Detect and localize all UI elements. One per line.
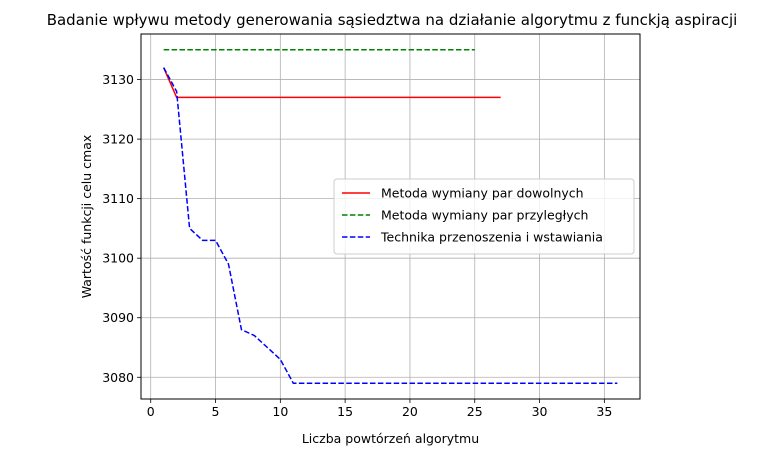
ticks: 0 5 10 15 20 25 30 35 3080 3090 3100 3110 3120 3130 <box>102 72 612 419</box>
x-tick-label: 0 <box>147 404 155 419</box>
y-tick-label: 3080 <box>102 370 134 385</box>
x-tick-label: 30 <box>532 404 548 419</box>
x-tick-label: 35 <box>596 404 612 419</box>
legend-label-2: Metoda wymiany par przyległych <box>381 208 588 223</box>
plot-lines <box>162 49 618 384</box>
y-tick-label: 3120 <box>102 132 134 147</box>
x-tick-label: 5 <box>212 404 220 419</box>
grid <box>141 34 640 399</box>
y-tick-label: 3110 <box>102 191 134 206</box>
series-line-3 <box>163 67 618 384</box>
chart-title: Badanie wpływu metody generowania sąsied… <box>47 11 738 29</box>
x-tick-label: 10 <box>272 404 288 419</box>
x-tick-label: 25 <box>467 404 483 419</box>
y-tick-label: 3130 <box>102 72 134 87</box>
x-tick-label: 15 <box>337 404 353 419</box>
legend-box <box>333 178 635 255</box>
y-axis-label: Wartość funkcji celu cmax <box>79 135 94 299</box>
legend-label-1: Metoda wymiany par dowolnych <box>381 186 584 201</box>
legend: Metoda wymiany par dowolnych Metoda wymia… <box>333 178 635 255</box>
plot-frame <box>140 33 641 400</box>
x-tick-label: 20 <box>402 404 418 419</box>
x-axis-label: Liczba powtórzeń algorytmu <box>302 431 479 446</box>
y-tick-label: 3100 <box>102 251 134 266</box>
y-tick-label: 3090 <box>102 310 134 325</box>
series-line-1 <box>162 67 501 99</box>
legend-label-3: Technika przenoszenia i wstawiania <box>380 230 603 245</box>
